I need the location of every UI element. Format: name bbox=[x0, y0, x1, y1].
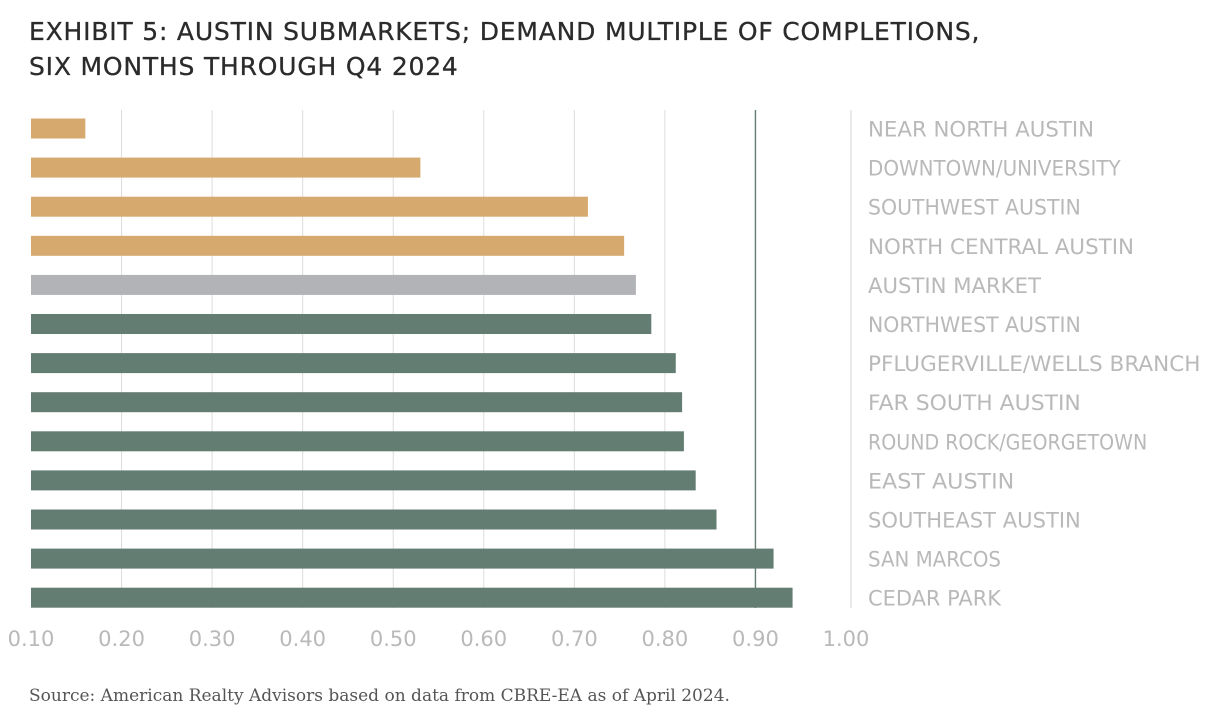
x-tick-label: 0.10 bbox=[8, 627, 55, 651]
x-tick-label: 0.40 bbox=[279, 627, 326, 651]
x-tick-label: 1.00 bbox=[823, 627, 870, 651]
category-label: SAN MARCOS bbox=[868, 548, 1001, 572]
x-tick-label: 0.20 bbox=[98, 627, 145, 651]
category-label: SOUTHEAST AUSTIN bbox=[868, 509, 1081, 533]
bar bbox=[31, 392, 683, 413]
x-tick-label: 0.80 bbox=[642, 627, 689, 651]
x-tick-label: 0.50 bbox=[370, 627, 417, 651]
bar bbox=[31, 431, 684, 452]
x-tick-label: 0.30 bbox=[189, 627, 236, 651]
category-label: AUSTIN MARKET bbox=[868, 274, 1041, 298]
category-label: FAR SOUTH AUSTIN bbox=[868, 391, 1081, 415]
source-note: Source: American Realty Advisors based o… bbox=[29, 686, 730, 706]
category-label: SOUTHWEST AUSTIN bbox=[868, 196, 1081, 220]
category-label: ROUND ROCK/GEORGETOWN bbox=[868, 430, 1147, 454]
bar bbox=[31, 587, 793, 608]
category-label: PFLUGERVILLE/WELLS BRANCH bbox=[868, 352, 1201, 376]
x-tick-label: 0.60 bbox=[460, 627, 507, 651]
chart-title: EXHIBIT 5: AUSTIN SUBMARKETS; DEMAND MUL… bbox=[29, 14, 980, 84]
bar bbox=[31, 470, 696, 491]
bar bbox=[31, 235, 625, 256]
bar bbox=[31, 548, 774, 569]
bar bbox=[31, 157, 421, 178]
category-label: NORTHWEST AUSTIN bbox=[868, 313, 1081, 337]
x-tick-label: 0.90 bbox=[732, 627, 779, 651]
bar bbox=[31, 274, 636, 295]
bar bbox=[31, 196, 588, 217]
category-label: NORTH CENTRAL AUSTIN bbox=[868, 235, 1134, 259]
bar bbox=[31, 314, 652, 334]
bar bbox=[31, 118, 86, 139]
x-tick-label: 0.70 bbox=[551, 627, 598, 651]
category-label: NEAR NORTH AUSTIN bbox=[868, 118, 1094, 142]
chart-title-line-1: EXHIBIT 5: AUSTIN SUBMARKETS; DEMAND MUL… bbox=[29, 17, 981, 46]
chart-title-line-2: SIX MONTHS THROUGH Q4 2024 bbox=[29, 52, 459, 81]
category-label: EAST AUSTIN bbox=[868, 469, 1014, 493]
category-label: CEDAR PARK bbox=[868, 587, 1002, 611]
category-label: DOWNTOWN/UNIVERSITY bbox=[868, 157, 1121, 181]
bar bbox=[31, 353, 676, 374]
bar bbox=[31, 509, 717, 530]
